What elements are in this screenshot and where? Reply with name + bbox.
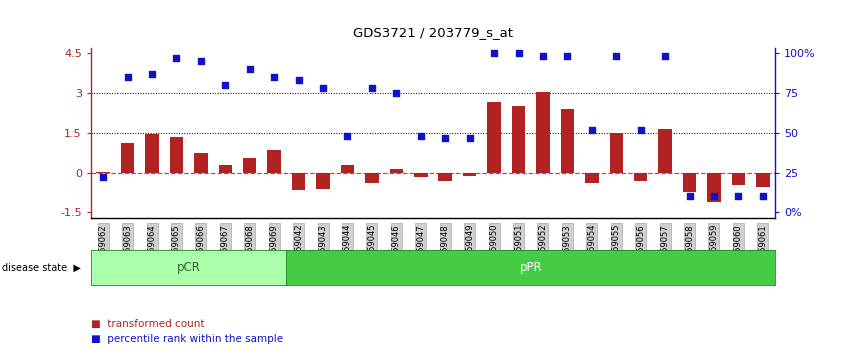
Bar xyxy=(585,173,598,183)
Text: ■  percentile rank within the sample: ■ percentile rank within the sample xyxy=(91,334,283,344)
Point xyxy=(488,50,501,56)
Bar xyxy=(682,173,696,193)
Point xyxy=(96,175,110,180)
Bar xyxy=(560,109,574,173)
Bar xyxy=(536,92,550,173)
Bar xyxy=(756,173,770,187)
Bar xyxy=(170,137,184,173)
Point xyxy=(170,55,184,61)
Point xyxy=(634,127,648,132)
Point xyxy=(414,133,428,139)
Point xyxy=(682,194,696,199)
Bar xyxy=(512,106,526,173)
Point xyxy=(462,135,476,141)
Point xyxy=(390,90,404,96)
Bar xyxy=(610,133,623,173)
Bar xyxy=(145,134,158,173)
Text: GDS3721 / 203779_s_at: GDS3721 / 203779_s_at xyxy=(353,26,513,39)
Bar xyxy=(732,173,745,185)
Bar xyxy=(634,173,648,181)
Bar xyxy=(218,165,232,173)
Point xyxy=(218,82,232,88)
Bar xyxy=(438,173,452,181)
Bar xyxy=(316,173,330,189)
Point xyxy=(585,127,598,132)
Point xyxy=(658,53,672,59)
Bar xyxy=(268,150,281,173)
Bar xyxy=(658,129,672,173)
Point xyxy=(560,53,574,59)
Point xyxy=(536,53,550,59)
Point xyxy=(292,78,306,83)
Bar xyxy=(340,165,354,173)
Point xyxy=(340,133,354,139)
Text: pCR: pCR xyxy=(177,261,201,274)
Bar xyxy=(390,170,403,173)
Bar xyxy=(292,173,306,190)
Bar xyxy=(488,102,501,173)
Point xyxy=(120,74,134,80)
Point xyxy=(756,194,770,199)
Point xyxy=(316,85,330,91)
Bar xyxy=(708,173,721,202)
Point xyxy=(268,74,281,80)
Text: pPR: pPR xyxy=(520,261,542,274)
Bar xyxy=(96,172,110,173)
Text: ■  transformed count: ■ transformed count xyxy=(91,319,204,329)
Text: disease state  ▶: disease state ▶ xyxy=(2,262,81,272)
Bar xyxy=(243,158,256,173)
Bar xyxy=(121,143,134,173)
Point xyxy=(512,50,526,56)
Bar xyxy=(463,173,476,176)
Point xyxy=(194,58,208,64)
Point xyxy=(365,85,378,91)
Point xyxy=(610,53,624,59)
Point xyxy=(438,135,452,141)
Point xyxy=(242,66,256,72)
Point xyxy=(707,194,721,199)
Point xyxy=(145,71,159,77)
Bar xyxy=(194,153,208,173)
Bar xyxy=(365,173,378,183)
Point xyxy=(732,194,746,199)
Bar xyxy=(414,173,428,177)
